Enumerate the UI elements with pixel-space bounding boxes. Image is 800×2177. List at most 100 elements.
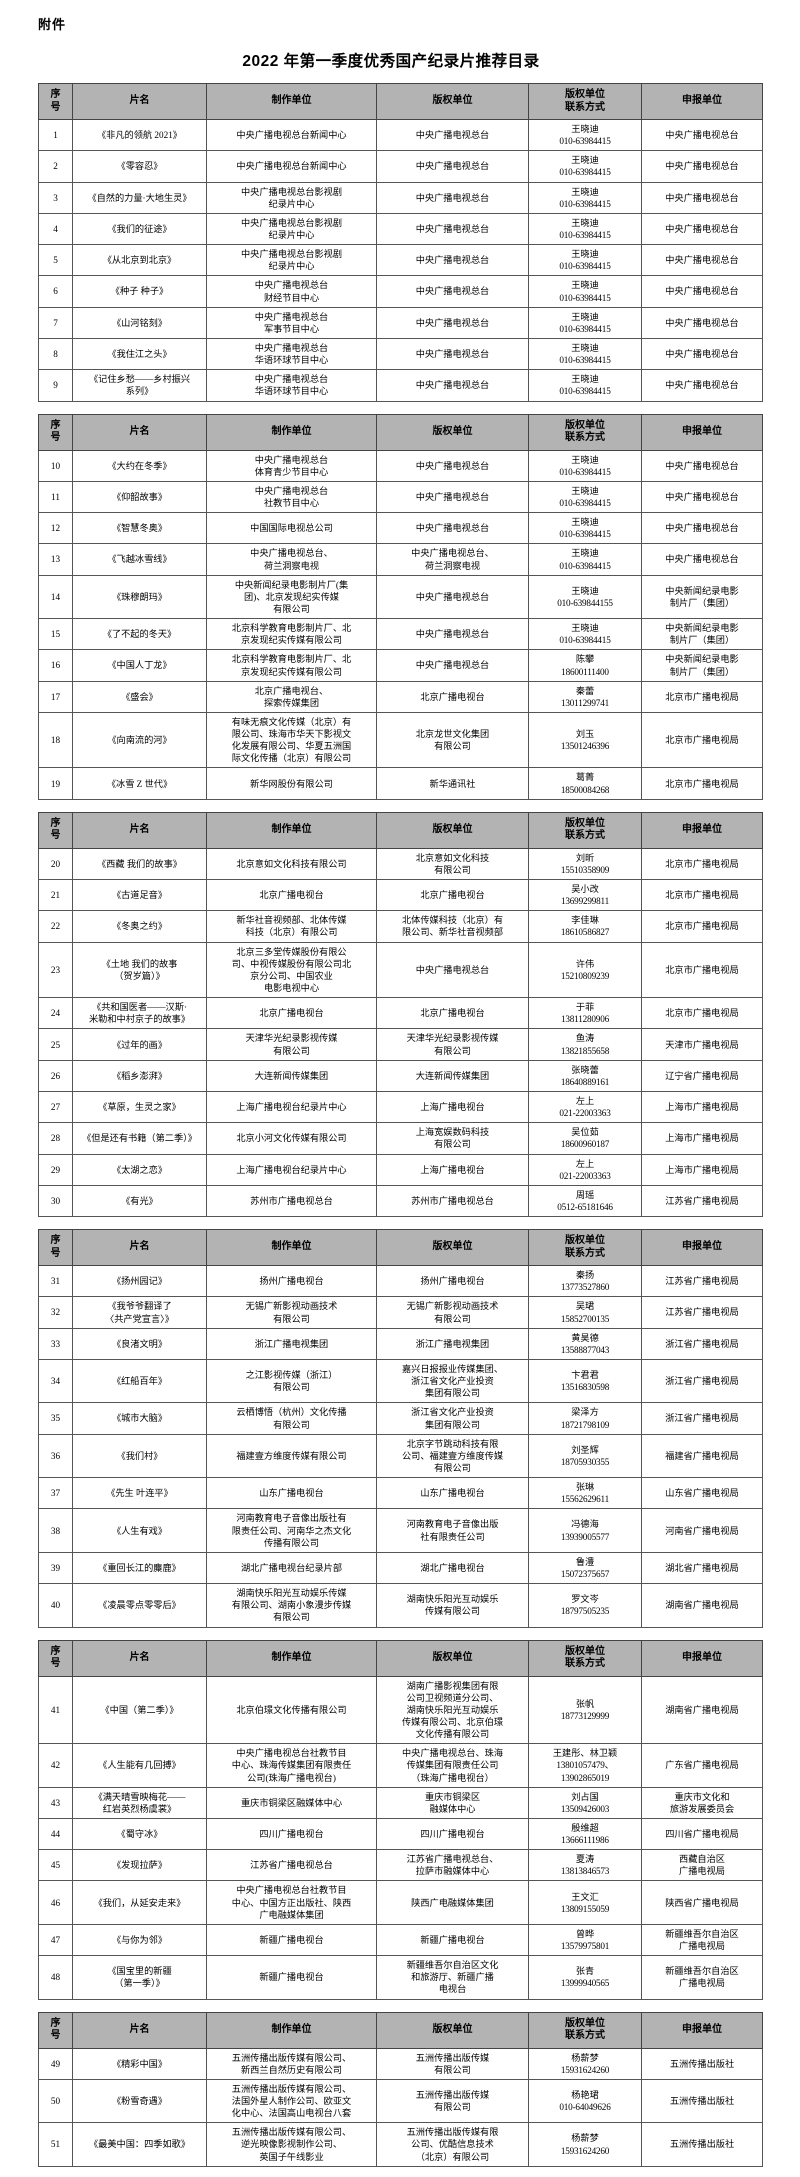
producer-cell: 五洲传播出版传媒有限公司、 法国外星人制作公司、欧亚文 化中心、法国高山电视台八套 — [206, 2078, 377, 2124]
table-row: 26 《稻乡澎湃》 大连新闻传媒集团 大连新闻传媒集团 张晓蕾 18640889161 辽宁… — [38, 1059, 763, 1093]
contact-phone: 010-639844155 — [557, 597, 613, 608]
column-header-copyright: 版权单位 — [376, 1229, 529, 1267]
copyright-owner-cell: 上海宽娱数码科技 有限公司 — [376, 1122, 529, 1155]
producer-cell: 中央广播电视总台影视剧 纪录片中心 — [206, 212, 377, 246]
declaring-unit-cell: 西藏自治区 广播电视局 — [641, 1849, 763, 1882]
contact-phone: 13773527860 — [560, 1282, 610, 1293]
contact-phone: 18705930355 — [560, 1456, 610, 1467]
contact-cell: 陈攀 18600111400 — [528, 649, 642, 682]
table-row: 30 《有光》 苏州市广播电视总台 苏州市广播电视总台 周瑶 0512-65181646 江… — [38, 1184, 763, 1218]
contact-cell: 王文汇 13809155059 — [528, 1880, 642, 1925]
film-title-cell: 《满天晴雪映梅花—— 红岩英烈杨虞裳》 — [72, 1786, 207, 1819]
producer-cell: 扬州广播电视台 — [206, 1265, 377, 1298]
contact-name: 左上 — [575, 1158, 595, 1169]
contact-phone: 010-64049626 — [559, 2102, 611, 2113]
row-index-cell: 34 — [38, 1358, 73, 1404]
film-title-cell: 《仰韶故事》 — [72, 480, 207, 514]
producer-cell: 中央广播电视总台、 荷兰洞察电视 — [206, 543, 377, 576]
table-row: 15 《了不起的冬天》 北京科学教育电影制片厂、北 京发现纪实传媒有限公司 中央广播电视… — [38, 618, 763, 651]
contact-phone: 13801057479、 — [556, 1760, 614, 1771]
contact-name: 杨艳珺 — [571, 2089, 599, 2100]
table-row: 5 《从北京到北京》 中央广播电视总台影视剧 纪录片中心 中央广播电视总台 王晓迪 010-… — [38, 244, 763, 277]
table-header-row: 序号片名 制作单位 版权单位 版权单位 联系方式 申报单位 — [38, 1639, 763, 1677]
contact-cell: 王晓迪 010-63984415 — [528, 449, 642, 482]
contact-cell: 杨薪梦 15931624260 — [528, 2122, 642, 2167]
film-title-cell: 《土地 我们的故事 （贺岁篇）》 — [72, 941, 207, 999]
declaring-unit-cell: 河南省广播电视局 — [641, 1508, 763, 1553]
contact-name: 刘圣辉 — [571, 1444, 599, 1455]
contact-phone: 13939005577 — [560, 1531, 610, 1542]
contact-cell: 张琳 15562629611 — [528, 1477, 642, 1510]
row-index-cell: 40 — [38, 1583, 73, 1628]
contact-phone: 010-63984415 — [559, 292, 611, 303]
contact-phone: 13011299741 — [561, 697, 609, 708]
document-page: 附件 2022 年第一季度优秀国产纪录片推荐目录 序号片名 制作单位 版权单位 版权单… — [0, 14, 800, 2167]
table-row: 28 《但是还有书籍（第二季）》 北京小河文化传媒有限公司 上海宽娱数码科技 有限公司吴… — [38, 1122, 763, 1155]
contact-phone: 010-63984415 — [559, 529, 611, 540]
contact-name: 王晓迪 — [571, 623, 599, 634]
film-title-cell: 《中国人丁龙》 — [72, 649, 207, 682]
contact-name: 刘昕 — [575, 852, 595, 863]
contact-cell: 王晓迪 010-63984415 — [528, 212, 642, 246]
contact-phone: 010-63984415 — [559, 386, 611, 397]
row-index-cell: 23 — [38, 941, 73, 999]
table-row: 48 《国宝里的新疆 （第一季）》 新疆广播电视台 新疆维吾尔自治区文化 和旅游厅、新疆广… — [38, 1955, 763, 2000]
row-index-cell: 44 — [38, 1817, 73, 1851]
film-title-cell: 《古道足音》 — [72, 879, 207, 912]
declaring-unit-cell: 中央广播电视总台 — [641, 181, 763, 214]
film-title-cell: 《稻乡澎湃》 — [72, 1059, 207, 1093]
declaring-unit-cell: 上海市广播电视局 — [641, 1153, 763, 1186]
contact-phone: 010-63984415 — [559, 136, 611, 147]
row-index-cell: 49 — [38, 2047, 73, 2080]
contact-cell: 王晓迪 010-63984415 — [528, 244, 642, 277]
contact-phone: 15562629611 — [561, 1494, 609, 1505]
producer-cell: 重庆市铜梁区融媒体中心 — [206, 1786, 377, 1819]
producer-cell: 北京广播电视台 — [206, 879, 377, 912]
declaring-unit-cell: 中央新闻纪录电影 制片厂（集团） — [641, 574, 763, 620]
producer-cell: 湖南快乐阳光互动娱乐传媒 有限公司、湖南小象漫步传媒 有限公司 — [206, 1583, 377, 1628]
table-row: 16 《中国人丁龙》 北京科学教育电影制片厂、北 京发现纪实传媒有限公司 中央广播电视总… — [38, 649, 763, 682]
table-header-row: 序号片名 制作单位 版权单位 版权单位 联系方式 申报单位 — [38, 413, 763, 451]
film-title-cell: 《大约在冬季》 — [72, 449, 207, 482]
producer-cell: 中央广播电视总台社教节目 中心、中国方正出版社、陕西 广电融媒体集团 — [206, 1880, 377, 1925]
producer-cell: 中央广播电视总台 体育青少节目中心 — [206, 449, 377, 482]
table-row: 29 《太湖之恋》 上海广播电视台纪录片中心 上海广播电视台 左上 021-2200336… — [38, 1153, 763, 1186]
producer-cell: 无锡广新影视动画技术 有限公司 — [206, 1296, 377, 1329]
row-index-cell: 46 — [38, 1880, 73, 1925]
copyright-owner-cell: 四川广播电视台 — [376, 1817, 529, 1851]
contact-cell: 葛菁 18500084268 — [528, 767, 642, 800]
copyright-owner-cell: 北体传媒科技（北京）有 限公司、新华社音视频部 — [376, 910, 529, 943]
film-title-cell: 《城市大脑》 — [72, 1402, 207, 1435]
contact-cell: 王晓迪 010-63984415 — [528, 306, 642, 339]
copyright-owner-cell: 中央广播电视总台、 荷兰洞察电视 — [376, 543, 529, 576]
contact-phone: 18500084268 — [560, 784, 610, 795]
column-header-contact: 版权单位 联系方式 — [528, 413, 642, 451]
row-index-cell: 42 — [38, 1743, 73, 1788]
producer-cell: 北京科学教育电影制片厂、北 京发现纪实传媒有限公司 — [206, 649, 377, 682]
row-index-cell: 18 — [38, 711, 73, 769]
contact-cell: 许伟 15210809239 — [528, 941, 642, 999]
column-header-no: 序号 — [38, 2011, 73, 2049]
contact-cell: 夏涛 13813846573 — [528, 1849, 642, 1882]
contact-cell: 王晓迪 010-63984415 — [528, 512, 642, 545]
film-title-cell: 《红船百年》 — [72, 1358, 207, 1404]
column-header-producer: 制作单位 — [206, 2011, 377, 2049]
table-row: 18 《向南流的河》 有味无痕文化传媒（北京）有 限公司、珠海市华天下影视文 化发展有限… — [38, 711, 763, 769]
tables-container: 序号片名 制作单位 版权单位 版权单位 联系方式 申报单位 1 《非凡的领航 2021》 中央广… — [0, 83, 800, 2167]
table-row: 8 《我住江之头》 中央广播电视总台 华语环球节目中心 中央广播电视总台 王晓迪 010-6… — [38, 337, 763, 371]
declaring-unit-cell: 北京市广播电视局 — [641, 997, 763, 1030]
film-title-cell: 《扬州园记》 — [72, 1265, 207, 1298]
contact-phone: 13516830598 — [560, 1382, 610, 1393]
column-header-copyright: 版权单位 — [376, 1639, 529, 1677]
column-header-contact: 版权单位 联系方式 — [528, 83, 642, 120]
row-index-cell: 3 — [38, 181, 73, 214]
contact-cell: 黄昊德 13588877043 — [528, 1327, 642, 1360]
row-index-cell: 33 — [38, 1327, 73, 1360]
table-header-row: 序号片名 制作单位 版权单位 版权单位 联系方式 申报单位 — [38, 83, 763, 120]
copyright-owner-cell: 五洲传播出版传媒有限 公司、优酷信息技术 （北京）有限公司 — [376, 2122, 529, 2167]
producer-cell: 新华社音视频部、北体传媒 科技（北京）有限公司 — [206, 910, 377, 943]
contact-cell: 于菲 13811280906 — [528, 997, 642, 1030]
film-title-cell: 《记住乡愁——乡村振兴 系列》 — [72, 369, 207, 402]
row-index-cell: 14 — [38, 574, 73, 620]
row-index-cell: 24 — [38, 997, 73, 1030]
